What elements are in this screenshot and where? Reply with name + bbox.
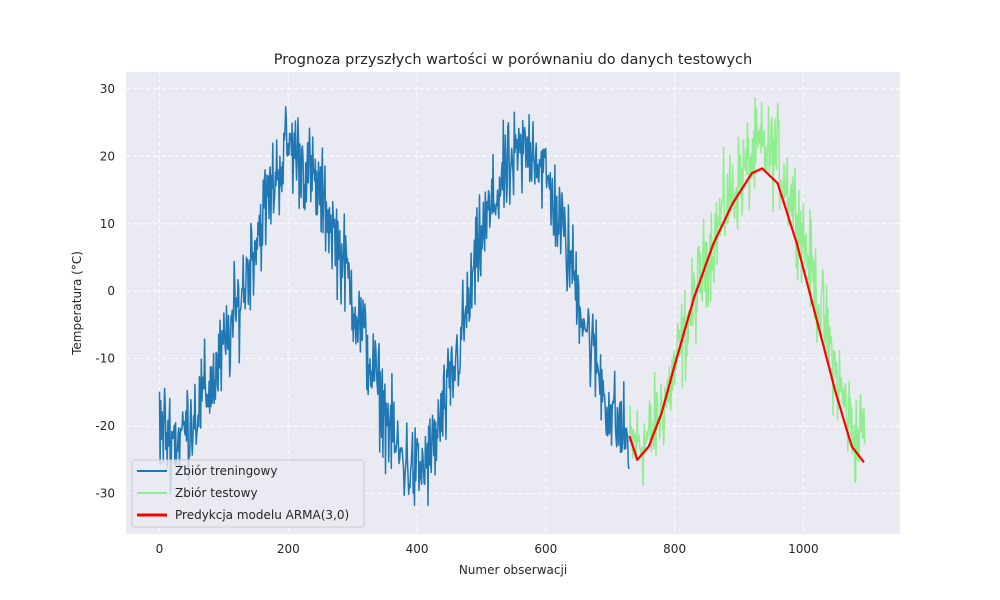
x-tick-label: 600 xyxy=(534,542,557,556)
chart-title: Prognoza przyszłych wartości w porównani… xyxy=(274,52,752,68)
y-tick-label: 10 xyxy=(100,217,115,231)
series-prediction-line xyxy=(628,167,865,463)
ticks: 0 200 400 600 800 1000 -30 -20 -10 0 10 20 30 xyxy=(95,82,818,556)
grid xyxy=(126,72,900,534)
legend: Zbiór treningowy Zbiór testowy Predykcja… xyxy=(131,459,365,528)
x-axis-label: Numer obserwacji xyxy=(459,563,567,577)
y-tick-label: -10 xyxy=(95,352,115,366)
y-axis-label: Temperatura (°C) xyxy=(70,251,84,356)
x-tick-label: 1000 xyxy=(788,542,819,556)
series-training-line xyxy=(158,106,630,507)
x-tick-label: 400 xyxy=(406,542,429,556)
y-tick-label: -20 xyxy=(95,419,115,433)
y-tick-label: 20 xyxy=(100,149,115,163)
y-tick-label: 30 xyxy=(100,82,115,96)
x-tick-label: 0 xyxy=(156,542,164,556)
legend-frame xyxy=(131,459,365,528)
legend-label-prediction: Predykcja modelu ARMA(3,0) xyxy=(175,508,349,522)
x-tick-label: 800 xyxy=(663,542,686,556)
y-tick-label: 0 xyxy=(107,284,115,298)
series-layer xyxy=(158,97,866,507)
y-tick-label: -30 xyxy=(95,487,115,501)
legend-label-test: Zbiór testowy xyxy=(175,486,258,500)
x-tick-label: 200 xyxy=(277,542,300,556)
legend-label-training: Zbiór treningowy xyxy=(175,464,277,478)
